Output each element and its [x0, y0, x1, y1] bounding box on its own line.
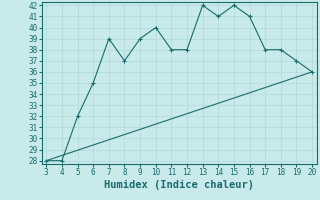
X-axis label: Humidex (Indice chaleur): Humidex (Indice chaleur)	[104, 180, 254, 190]
